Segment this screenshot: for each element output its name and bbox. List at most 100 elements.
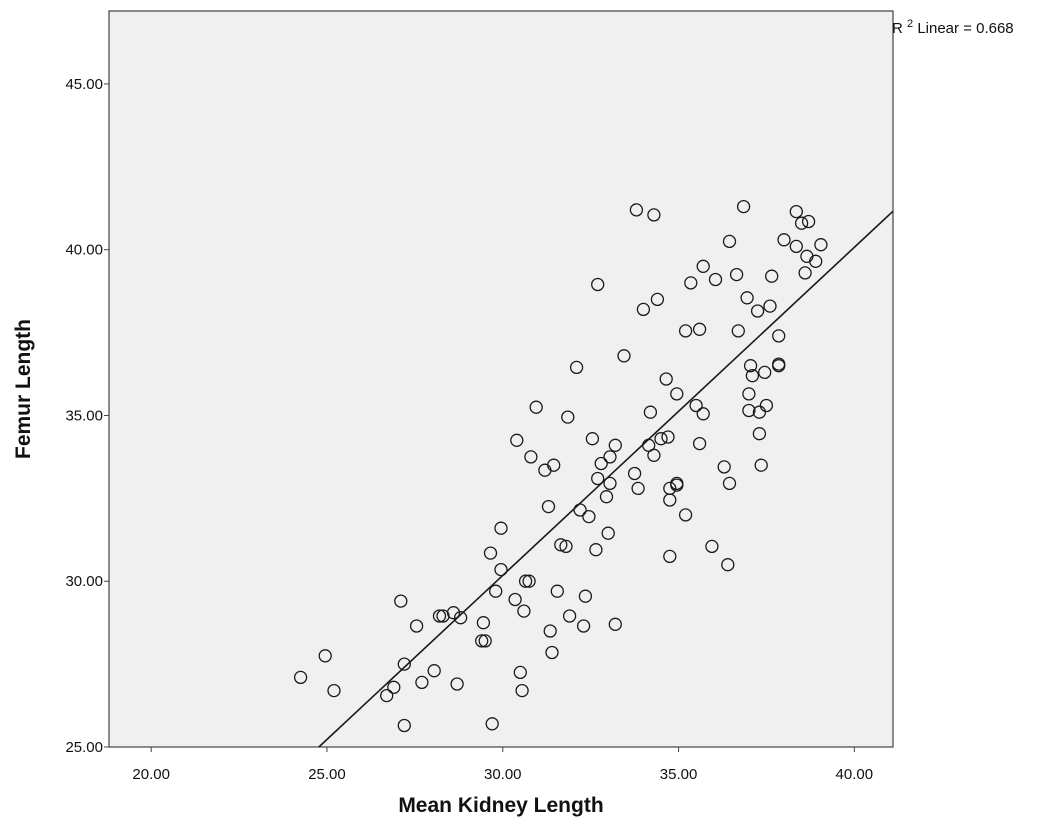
- data-point: [578, 589, 593, 603]
- data-point: [293, 670, 308, 685]
- data-point: [721, 558, 735, 572]
- data-point: [576, 619, 591, 633]
- data-point: [494, 562, 508, 577]
- data-point: [809, 254, 823, 268]
- data-point: [476, 616, 491, 630]
- data-point: [772, 329, 786, 343]
- data-point: [654, 432, 668, 446]
- data-point: [397, 718, 411, 733]
- data-point: [717, 460, 731, 474]
- data-point: [453, 611, 468, 625]
- data-point: [524, 450, 538, 464]
- data-point: [387, 680, 401, 694]
- data-point: [591, 277, 605, 292]
- data-point: [794, 216, 809, 230]
- data-point: [689, 398, 703, 413]
- data-point: [446, 606, 461, 620]
- data-point: [801, 214, 816, 229]
- data-point: [608, 438, 622, 452]
- data-point: [663, 549, 677, 564]
- data-point: [696, 259, 710, 273]
- r2-prefix: R: [892, 20, 903, 37]
- data-point: [742, 387, 756, 401]
- regression-line: [318, 210, 894, 748]
- data-point: [415, 675, 429, 690]
- data-point: [629, 203, 644, 217]
- data-point: [518, 574, 533, 588]
- data-point: [659, 372, 673, 386]
- data-point: [752, 427, 767, 441]
- data-point: [692, 322, 707, 336]
- y-axis-title: Femur Length: [12, 319, 35, 459]
- data-point: [647, 448, 661, 462]
- x-tick-label: 40.00: [836, 766, 874, 783]
- data-point: [789, 239, 803, 254]
- data-point: [759, 398, 774, 413]
- data-point: [432, 609, 447, 623]
- data-point: [589, 543, 603, 557]
- data-point: [529, 400, 543, 414]
- data-point: [559, 539, 573, 554]
- data-point: [731, 324, 745, 338]
- data-point: [754, 458, 768, 472]
- data-point: [814, 238, 828, 252]
- data-point: [554, 538, 568, 552]
- data-point: [722, 476, 737, 491]
- data-point: [541, 499, 556, 514]
- data-point: [603, 476, 617, 491]
- data-point: [678, 508, 693, 522]
- data-point: [599, 490, 614, 504]
- data-point: [397, 657, 411, 671]
- data-point: [603, 450, 617, 464]
- data-point: [636, 302, 651, 317]
- data-point: [585, 432, 600, 446]
- data-point: [327, 683, 341, 698]
- data-point: [729, 267, 744, 282]
- data-point: [608, 617, 622, 631]
- data-point: [647, 208, 661, 222]
- data-point: [678, 324, 693, 338]
- data-point: [561, 410, 575, 424]
- data-point: [631, 481, 645, 496]
- data-point: [789, 204, 803, 219]
- data-point: [594, 456, 608, 471]
- r2-suffix: Linear = 0.668: [917, 20, 1013, 37]
- data-point: [545, 645, 559, 660]
- data-point: [483, 546, 498, 560]
- data-point: [763, 299, 777, 313]
- data-point: [513, 665, 527, 680]
- data-point: [550, 584, 564, 598]
- data-point: [740, 291, 754, 305]
- data-point: [515, 683, 529, 698]
- data-point: [380, 688, 394, 703]
- y-tick-label: 40.00: [65, 242, 103, 259]
- data-point: [522, 574, 536, 588]
- y-tick-label: 25.00: [65, 739, 103, 756]
- data-point: [750, 304, 765, 318]
- data-point: [643, 405, 658, 419]
- y-tick-label: 30.00: [65, 573, 103, 590]
- data-point: [777, 233, 791, 247]
- r2-superscript: 2: [907, 18, 913, 30]
- data-point: [508, 592, 522, 607]
- data-point: [692, 436, 707, 451]
- data-point: [547, 458, 561, 472]
- x-tick-label: 30.00: [484, 766, 522, 783]
- data-point: [489, 584, 503, 598]
- data-point: [705, 539, 719, 554]
- data-point: [318, 649, 332, 663]
- data-point: [722, 234, 737, 249]
- data-point: [510, 433, 524, 447]
- data-point: [798, 266, 812, 280]
- data-point: [708, 272, 723, 287]
- x-tick-label: 20.00: [132, 766, 170, 783]
- x-tick-label: 35.00: [660, 766, 698, 783]
- r2-annotation: R 2 Linear = 0.668: [892, 14, 1014, 37]
- data-point: [772, 357, 786, 371]
- data-point: [627, 466, 642, 481]
- y-tick-label: 45.00: [65, 76, 103, 93]
- x-axis-title: Mean Kidney Length: [398, 794, 603, 817]
- data-point: [670, 476, 684, 491]
